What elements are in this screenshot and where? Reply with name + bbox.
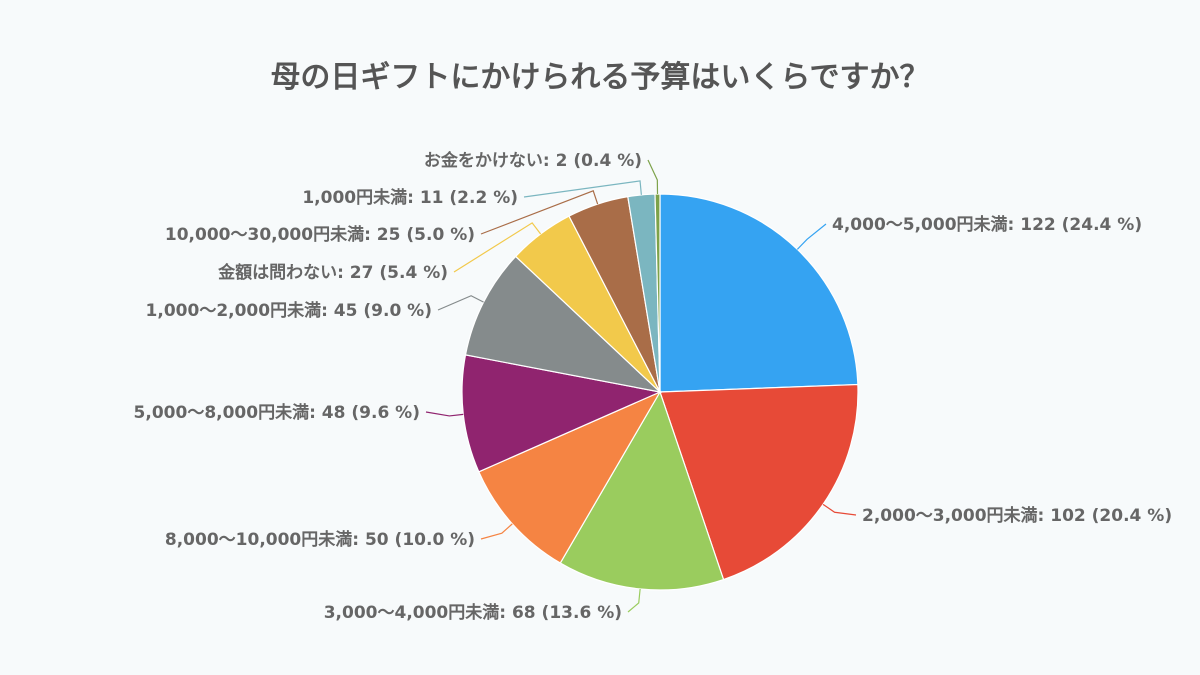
leader-line [437,295,484,311]
data-label: 8,000〜10,000円未満: 50 (10.0 %) [165,529,475,550]
leader-line [425,411,464,417]
leader-line [796,223,827,250]
leader-line [822,503,857,516]
pie-slice [477,390,662,564]
data-label: 3,000〜4,000円未満: 68 (13.6 %) [324,602,622,623]
data-label: お金をかけない: 2 (0.4 %) [424,150,642,171]
data-label: 1,000円未満: 11 (2.2 %) [302,187,518,208]
leader-line [453,222,542,273]
data-label: 5,000〜8,000円未満: 48 (9.6 %) [134,402,420,423]
leader-line [523,180,642,198]
leader-line [480,523,513,540]
leader-line [480,190,599,235]
data-label: 金額は問わない: 27 (5.4 %) [217,262,448,283]
data-label: 2,000〜3,000円未満: 102 (20.4 %) [862,505,1172,526]
leader-line [647,159,659,195]
leader-line [627,588,641,613]
pie-slice [654,193,661,393]
pie-slice [559,390,725,591]
data-label: 4,000〜5,000円未満: 122 (24.4 %) [832,214,1142,235]
data-label: 1,000〜2,000円未満: 45 (9.0 %) [146,300,432,321]
pie-slice [659,193,859,393]
pie-slice [461,354,663,473]
data-label: 10,000〜30,000円未満: 25 (5.0 %) [165,224,475,245]
pie-slice [659,383,859,581]
chart-title: 母の日ギフトにかけられる予算はいくらですか？ [270,60,930,95]
